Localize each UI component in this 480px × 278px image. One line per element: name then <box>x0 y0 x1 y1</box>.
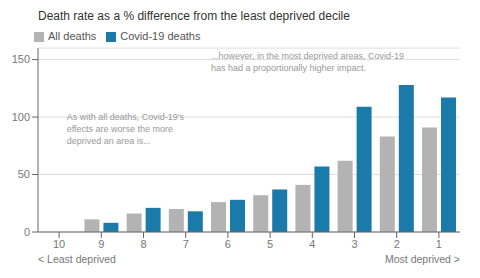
svg-text:5: 5 <box>267 238 273 250</box>
svg-text:...however, in the most depriv: ...however, in the most deprived areas, … <box>211 51 404 73</box>
svg-text:50: 50 <box>18 168 30 180</box>
svg-text:9: 9 <box>98 238 104 250</box>
html-text:Most deprived >: Most deprived > <box>385 253 460 265</box>
svg-text:3: 3 <box>351 238 357 250</box>
svg-text:4: 4 <box>309 238 315 250</box>
svg-text:1: 1 <box>436 238 442 250</box>
svg-text:100: 100 <box>12 111 30 123</box>
svg-text:0: 0 <box>24 226 30 238</box>
svg-text:150: 150 <box>12 53 30 65</box>
svg-text:6: 6 <box>225 238 231 250</box>
html-text:< Least deprived: < Least deprived <box>38 253 116 265</box>
svg-text:10: 10 <box>53 238 65 250</box>
svg-text:8: 8 <box>140 238 146 250</box>
svg-text:As with all deaths, Covid-19's: As with all deaths, Covid-19'seffects ar… <box>67 112 185 146</box>
svg-text:2: 2 <box>394 238 400 250</box>
html-text:Covid-19 deaths: Covid-19 deaths <box>120 30 201 42</box>
svg-text:7: 7 <box>183 238 189 250</box>
html-text:All deaths: All deaths <box>48 30 97 42</box>
html-text:Death rate as a % difference f: Death rate as a % difference from the le… <box>38 9 350 23</box>
